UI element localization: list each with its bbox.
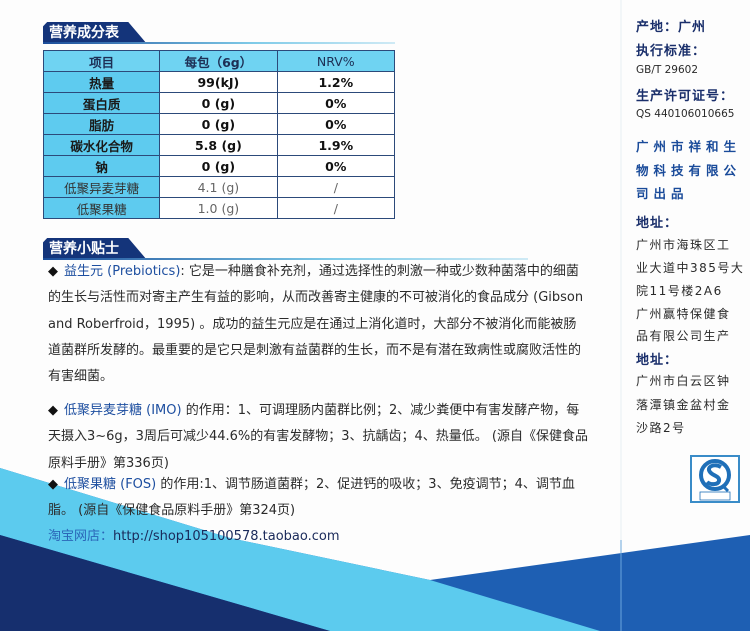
row-value: 5.8 (g) — [159, 134, 278, 156]
prebiotics-term: 益生元 (Prebiotics) — [64, 264, 181, 279]
company-line: 司出品 — [636, 186, 689, 201]
row-nrv: / — [276, 197, 396, 219]
diamond-bullet-icon: ◆ — [48, 403, 58, 418]
address-line: 业大道中385号大 — [636, 261, 745, 275]
row-value: 0 (g) — [159, 113, 278, 135]
divider — [43, 42, 395, 44]
shop-link[interactable]: 淘宝网店：http://shop105100578.taobao.com — [48, 525, 340, 544]
row-label: 热量 — [42, 71, 161, 93]
address-label: 地址： — [636, 216, 679, 231]
row-label: 脂肪 — [42, 113, 161, 135]
fos-text: 的作用:1、调节肠道菌群；2、促进钙的吸收；3、免疫调节；4、调节血脂。 (源自… — [48, 477, 575, 519]
table-row: 低聚果糖 1.0 (g) / — [42, 197, 396, 219]
row-nrv: 1.9% — [276, 134, 396, 156]
tips-section-title: 营养小贴士 — [43, 238, 147, 260]
license-label: 生产许可证号： — [636, 89, 735, 104]
table-row: 蛋白质 0 (g) 0% — [42, 92, 396, 114]
address-line: 广州市海珠区工 — [636, 238, 731, 252]
maker-line: 品有限公司生产 — [636, 329, 731, 343]
row-value: 4.1 (g) — [159, 176, 278, 198]
prebiotics-text: : 它是一种膳食补充剂，通过选择性的刺激一种或少数种菌落中的细菌的生长与活性而对… — [48, 264, 584, 385]
row-nrv: / — [276, 176, 396, 198]
header-per-pack: 每包（6g） — [159, 50, 278, 72]
row-value: 0 (g) — [159, 92, 278, 114]
diamond-bullet-icon: ◆ — [48, 264, 58, 279]
row-nrv: 1.2% — [276, 71, 396, 93]
shop-url[interactable]: http://shop105100578.taobao.com — [113, 529, 340, 544]
nutrition-table: 项目 每包（6g） NRV% 热量 99(kJ) 1.2% 蛋白质 0 (g) 0% 脂… — [42, 50, 396, 219]
row-label: 钠 — [42, 155, 161, 177]
row-nrv: 0% — [276, 113, 396, 135]
address2-line: 广州市白云区钟 — [636, 374, 731, 388]
prebiotics-paragraph: ◆ 益生元 (Prebiotics): 它是一种膳食补充剂，通过选择性的刺激一种或… — [48, 259, 588, 390]
header-nrv: NRV% — [276, 50, 396, 72]
row-value: 99(kJ) — [159, 71, 278, 93]
row-value: 0 (g) — [159, 155, 278, 177]
address2-line: 落潭镇金盆村金 — [636, 398, 731, 412]
address-line: 院11号楼2A6 — [636, 284, 723, 298]
fos-term: 低聚果糖 (FOS) — [64, 477, 157, 492]
shop-label: 淘宝网店： — [48, 529, 114, 544]
origin: 产地：广州 — [636, 20, 707, 35]
table-row: 脂肪 0 (g) 0% — [42, 113, 396, 135]
cyan-band — [0, 468, 600, 631]
navy-band — [0, 535, 330, 631]
standard-value: GB/T 29602 — [636, 64, 699, 76]
divider — [43, 258, 528, 260]
header-item: 项目 — [42, 50, 161, 72]
row-label: 低聚异麦芽糖 — [42, 176, 161, 198]
row-value: 1.0 (g) — [159, 197, 278, 219]
address2-line: 沙路2号 — [636, 421, 686, 435]
imo-paragraph: ◆ 低聚异麦芽糖 (IMO) 的作用：1、可调理肠内菌群比例；2、减少粪便中有害发… — [48, 398, 588, 477]
table-header-row: 项目 每包（6g） NRV% — [42, 50, 396, 72]
row-nrv: 0% — [276, 155, 396, 177]
table-row: 低聚异麦芽糖 4.1 (g) / — [42, 176, 396, 198]
nutrition-section-title: 营养成分表 — [43, 22, 147, 44]
imo-text: 的作用：1、可调理肠内菌群比例；2、减少粪便中有害发酵产物，每天摄入3~6g，3… — [48, 403, 589, 471]
company-line: 物科技有限公 — [636, 163, 742, 178]
license-value: QS 440106010665 — [636, 108, 735, 120]
qs-logo-icon — [690, 455, 740, 503]
maker-line: 广州赢特保健食 — [636, 307, 731, 321]
fos-paragraph: ◆ 低聚果糖 (FOS) 的作用:1、调节肠道菌群；2、促进钙的吸收；3、免疫调节… — [48, 472, 588, 525]
table-row: 碳水化合物 5.8 (g) 1.9% — [42, 134, 396, 156]
row-label: 蛋白质 — [42, 92, 161, 114]
diamond-bullet-icon: ◆ — [48, 477, 58, 492]
table-row: 热量 99(kJ) 1.2% — [42, 71, 396, 93]
standard-label: 执行标准： — [636, 44, 707, 59]
address2-label: 地址： — [636, 353, 679, 368]
imo-term: 低聚异麦芽糖 (IMO) — [64, 403, 182, 418]
row-label: 低聚果糖 — [42, 197, 161, 219]
company-line: 广州市祥和生 — [636, 139, 742, 154]
row-label: 碳水化合物 — [42, 134, 161, 156]
row-nrv: 0% — [276, 92, 396, 114]
